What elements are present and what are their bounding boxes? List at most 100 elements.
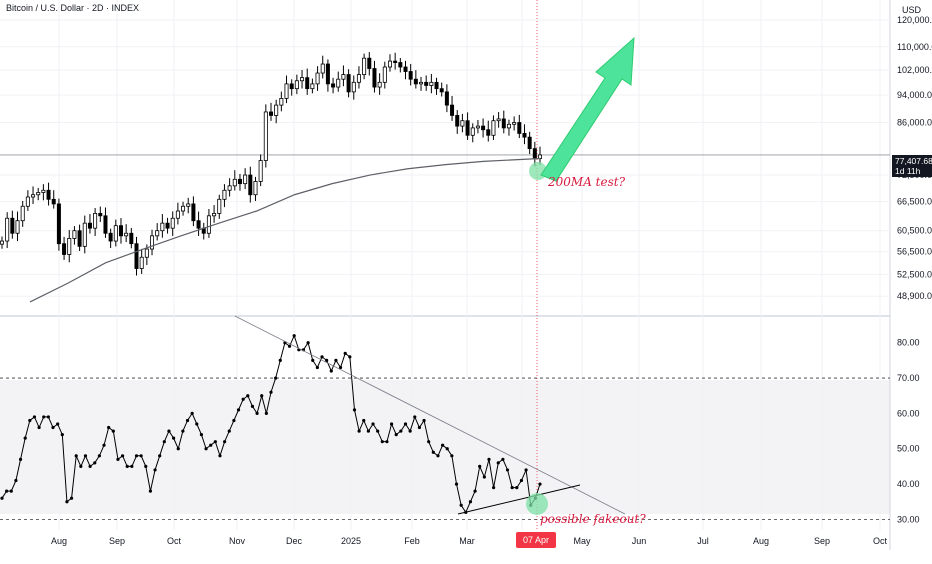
candle	[191, 203, 196, 222]
last-price-badge: 77,407.68 1d 11h	[892, 155, 932, 177]
candle	[450, 104, 455, 116]
x-tick-label: Nov	[229, 536, 246, 546]
rsi-point	[37, 425, 41, 430]
rsi-point	[269, 390, 273, 394]
rsi-point	[376, 429, 380, 433]
rsi-point	[441, 443, 445, 447]
candle	[320, 63, 325, 74]
fakeout-circle	[526, 493, 548, 515]
rsi-point	[343, 351, 347, 355]
candle	[527, 136, 532, 150]
candle	[165, 222, 170, 229]
candle	[460, 120, 465, 127]
rsi-point	[487, 457, 491, 461]
candle	[294, 80, 299, 90]
price-tick-label: 56,500.00	[897, 247, 932, 257]
candle	[351, 81, 356, 93]
rsi-point	[371, 422, 375, 426]
rsi-point	[478, 464, 482, 468]
candle	[206, 215, 211, 234]
crosshair-date-badge: 07 Apr '25	[516, 532, 556, 561]
candle	[362, 57, 367, 75]
candle	[419, 81, 424, 85]
candle	[46, 189, 51, 200]
x-tick-label: Dec	[286, 536, 303, 546]
candle	[51, 198, 56, 205]
rsi-point	[60, 433, 64, 437]
candle	[258, 160, 263, 182]
rsi-point	[492, 486, 496, 490]
rsi-point	[125, 464, 129, 468]
rsi-point	[5, 489, 9, 493]
rsi-point	[176, 447, 180, 451]
rsi-point	[250, 404, 255, 408]
rsi-point	[223, 440, 227, 444]
candle	[465, 120, 470, 136]
candle	[181, 205, 186, 212]
rsi-point	[218, 454, 222, 458]
rsi-point	[158, 454, 162, 458]
candle	[341, 74, 346, 80]
candle	[72, 230, 77, 239]
candle	[87, 222, 92, 229]
rsi-point	[408, 429, 412, 433]
candle	[424, 81, 429, 86]
rsi-point	[334, 358, 338, 362]
candle	[310, 83, 315, 90]
candle	[134, 243, 139, 269]
rsi-point	[134, 454, 139, 458]
x-tick-label: Oct	[873, 536, 888, 546]
rsi-point	[111, 429, 115, 433]
candle	[429, 81, 434, 86]
rsi-point	[505, 468, 510, 472]
btc-chart[interactable]: Aug Sep Oct Nov Dec 2025 Feb Mar May Jun Jul Aug Sep…	[0, 0, 932, 550]
rsi-point	[130, 464, 134, 468]
candle	[129, 232, 134, 245]
candle	[113, 225, 118, 242]
rsi-support-trendline	[457, 484, 581, 515]
candle	[150, 235, 155, 250]
rsi-point	[278, 358, 282, 362]
candle	[398, 62, 403, 68]
rsi-point	[236, 408, 241, 412]
bullish-arrow	[540, 36, 635, 182]
rsi-point	[74, 454, 78, 458]
rsi-point	[348, 355, 352, 359]
rsi-point	[69, 496, 74, 500]
price-tick-label: 60,500.00	[897, 226, 932, 236]
rsi-point	[227, 429, 231, 433]
rsi-point	[144, 464, 148, 468]
rsi-point	[14, 478, 18, 483]
candle	[82, 222, 87, 247]
rsi-point	[352, 408, 357, 412]
rsi-tick-label: 70.00	[897, 373, 920, 383]
candle	[36, 192, 41, 196]
candle	[186, 203, 191, 207]
candle	[413, 78, 418, 85]
rsi-point	[292, 334, 296, 338]
rsi-tick-label: 40.00	[897, 479, 920, 489]
rsi-point	[56, 422, 60, 426]
rsi-point	[246, 394, 250, 398]
rsi-point	[454, 482, 459, 486]
candle	[491, 120, 496, 136]
candle	[387, 60, 392, 68]
rsi-point	[153, 468, 157, 472]
rsi-point	[148, 489, 153, 493]
price-tick-label: 94,000.00	[897, 90, 932, 100]
candle	[243, 174, 248, 185]
currency-label: USD	[902, 5, 922, 15]
candle	[77, 230, 82, 247]
rsi-tick-label: 60.00	[897, 408, 920, 418]
candle	[496, 118, 501, 122]
price-tick-label: 86,000.00	[897, 118, 932, 128]
ma200-line	[29, 157, 541, 303]
rsi-point	[204, 447, 208, 451]
annotation-200ma-test: 200MA test?	[548, 175, 626, 189]
rsi-point	[255, 411, 259, 415]
candle	[67, 238, 72, 255]
rsi-point	[427, 440, 431, 444]
rsi-point	[199, 433, 204, 437]
rsi-point	[524, 468, 528, 472]
annotation-possible-fakeout: possible fakeout?	[540, 512, 646, 526]
